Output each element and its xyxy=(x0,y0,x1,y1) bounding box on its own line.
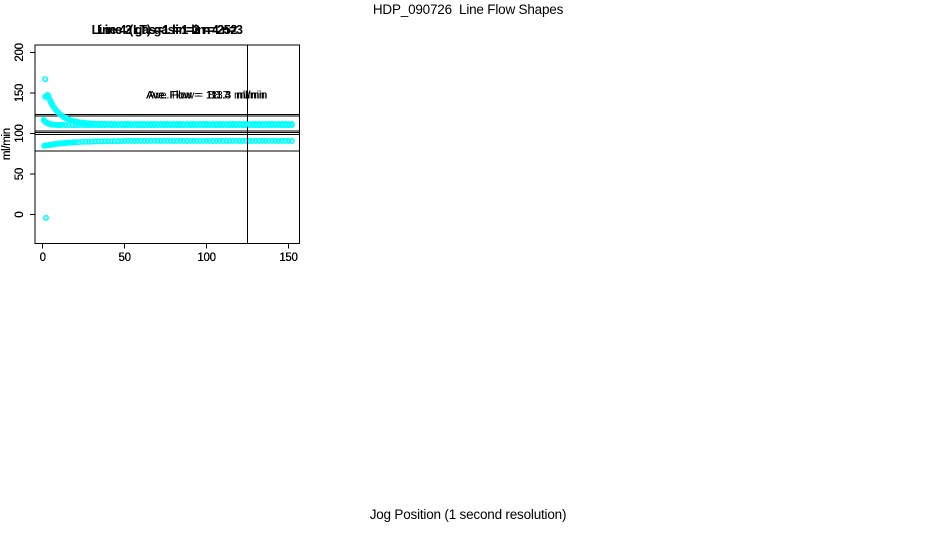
y-tick-label: 150 xyxy=(14,84,26,102)
x-axis: 0 50 100 150 xyxy=(40,243,298,264)
y-axis: 0 50 100 150 200 xyxy=(14,43,35,218)
x-axis-title: Jog Position (1 second resolution) xyxy=(369,507,567,522)
y-axis-label: ml/min xyxy=(1,128,13,160)
chart-title: Line 3 gas=1 lin=3 n=252 xyxy=(97,23,237,37)
y-tick-label: 100 xyxy=(14,124,26,142)
y-tick-label: 150 xyxy=(14,84,26,102)
chart-title: Line 2 gas=1 lin=2 n=252 xyxy=(97,23,237,37)
y-axis-label: ml/min xyxy=(1,128,13,160)
y-tick-label: 200 xyxy=(14,43,26,61)
ave-flow-annotation: Ave. Flow = 113.3 ml/min xyxy=(146,90,267,102)
y-tick-label: 0 xyxy=(14,212,26,218)
x-tick-label: 150 xyxy=(279,252,297,264)
y-tick-label: 100 xyxy=(14,124,26,142)
x-axis: 0 50 100 150 xyxy=(40,243,298,264)
data-points xyxy=(41,76,295,149)
x-tick-label: 50 xyxy=(119,252,131,264)
x-tick-label: 0 xyxy=(40,252,46,264)
flow-chart-line-3: Line 3 gas=1 lin=3 n=252 0 50 100 150 0 50 100 1… xyxy=(1,23,300,264)
x-tick-label: 50 xyxy=(119,252,131,264)
figure-title: HDP_090726 Line Flow Shapes xyxy=(372,2,564,17)
x-tick-label: 0 xyxy=(40,252,46,264)
x-tick-label: 150 xyxy=(279,252,297,264)
x-tick-label: 100 xyxy=(197,252,215,264)
y-tick-label: 0 xyxy=(14,212,26,218)
data-points xyxy=(42,92,295,221)
y-tick-label: 50 xyxy=(14,168,26,180)
y-tick-label: 200 xyxy=(14,43,26,61)
y-tick-label: 0 xyxy=(14,212,26,218)
ave-flow-annotation: Ave. Flow = 88.7 ml/min xyxy=(149,90,265,102)
x-tick-label: 100 xyxy=(197,252,215,264)
y-tick-label: 50 xyxy=(14,168,26,180)
x-tick-label: 100 xyxy=(197,252,215,264)
x-tick-label: 0 xyxy=(40,252,46,264)
ave-flow-annotation: Ave. Flow = 111.4 ml/min xyxy=(146,90,266,102)
flow-chart-line-4: Line 4 (LT) gas=1 lin=4 n=3 0 50 100 150 0 50 1… xyxy=(1,23,300,264)
plot-box xyxy=(34,44,300,244)
x-tick-label: 150 xyxy=(279,252,297,264)
y-axis-label: ml/min xyxy=(1,128,13,160)
y-tick-label: 150 xyxy=(14,84,26,102)
x-tick-label: 50 xyxy=(119,252,131,264)
chart-title: Line 4 (LT) gas=1 lin=4 n=3 xyxy=(92,23,243,37)
y-tick-label: 50 xyxy=(14,168,26,180)
y-tick-label: 200 xyxy=(14,43,26,61)
y-tick-label: 100 xyxy=(14,124,26,142)
y-axis: 0 50 100 150 200 xyxy=(14,43,35,218)
y-axis: 0 50 100 150 200 xyxy=(14,43,35,218)
